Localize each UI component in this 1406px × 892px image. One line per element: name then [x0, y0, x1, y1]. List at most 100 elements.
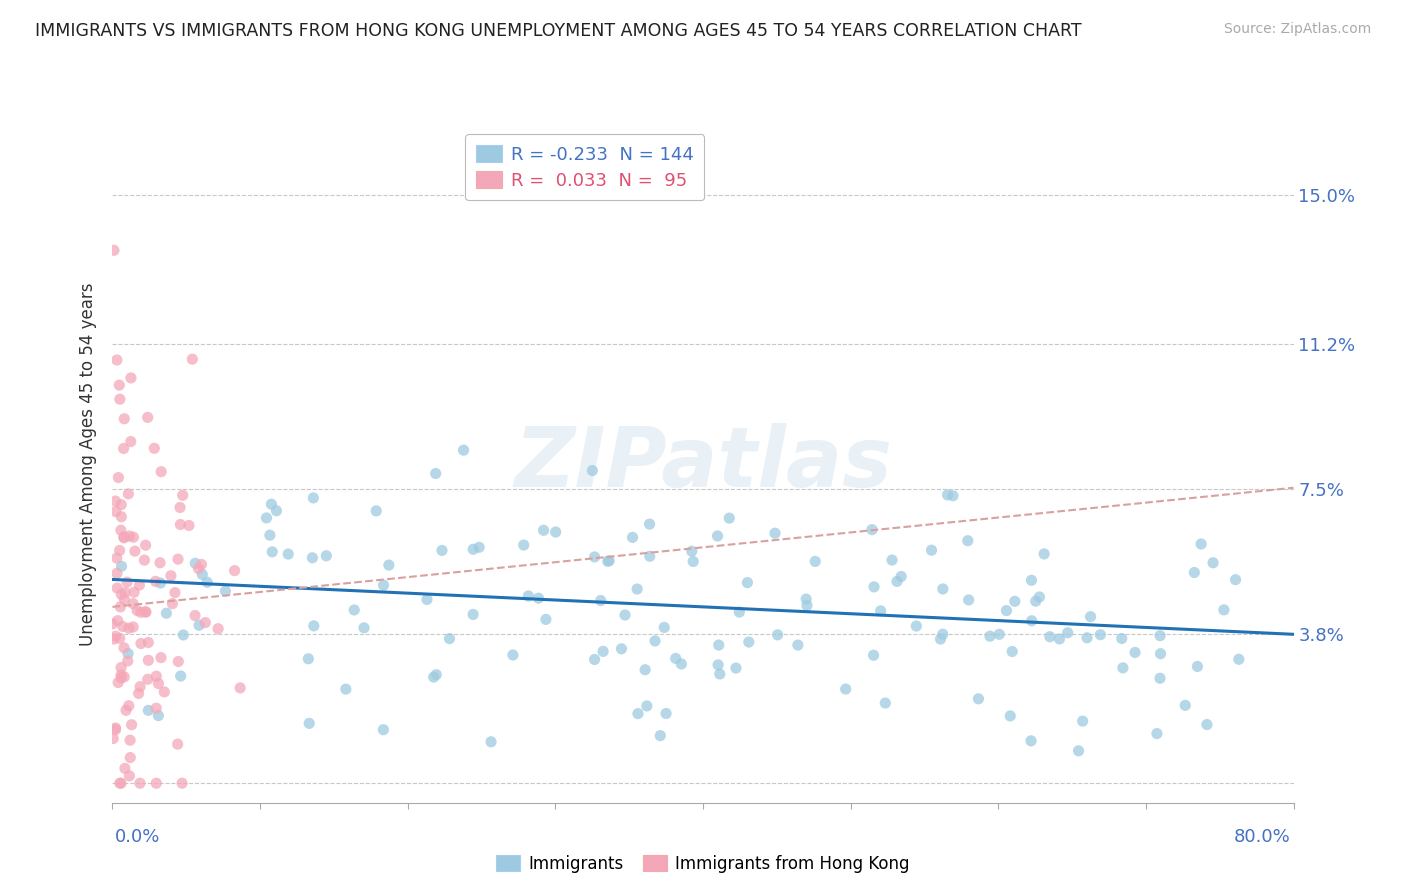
- Point: [862, 648, 884, 663]
- Point: [172, 628, 194, 642]
- Point: [942, 489, 965, 503]
- Point: [297, 652, 319, 666]
- Point: [1004, 594, 1026, 608]
- Point: [921, 543, 943, 558]
- Point: [886, 574, 908, 589]
- Point: [534, 612, 557, 626]
- Point: [1039, 630, 1062, 644]
- Point: [122, 530, 145, 544]
- Text: 80.0%: 80.0%: [1234, 828, 1291, 846]
- Point: [105, 353, 128, 368]
- Point: [1000, 709, 1022, 723]
- Point: [863, 580, 886, 594]
- Point: [592, 644, 614, 658]
- Point: [738, 635, 761, 649]
- Point: [138, 635, 160, 649]
- Point: [103, 244, 125, 258]
- Point: [262, 545, 284, 559]
- Point: [112, 531, 135, 545]
- Point: [936, 488, 959, 502]
- Point: [148, 676, 170, 690]
- Point: [737, 575, 759, 590]
- Point: [108, 378, 131, 392]
- Point: [104, 721, 127, 735]
- Point: [583, 549, 606, 564]
- Point: [117, 654, 139, 668]
- Point: [527, 591, 550, 606]
- Point: [114, 761, 136, 775]
- Point: [153, 685, 176, 699]
- Point: [1071, 714, 1094, 728]
- Point: [162, 597, 184, 611]
- Point: [110, 498, 132, 512]
- Point: [188, 618, 211, 632]
- Point: [988, 627, 1011, 641]
- Point: [681, 544, 703, 558]
- Point: [112, 442, 135, 456]
- Point: [766, 628, 789, 642]
- Point: [315, 549, 337, 563]
- Point: [1001, 644, 1024, 658]
- Point: [1225, 573, 1247, 587]
- Point: [707, 657, 730, 672]
- Point: [103, 632, 125, 646]
- Point: [1021, 614, 1043, 628]
- Point: [256, 511, 278, 525]
- Point: [117, 647, 139, 661]
- Point: [184, 556, 207, 570]
- Point: [1189, 537, 1212, 551]
- Point: [118, 698, 141, 713]
- Point: [1025, 594, 1047, 608]
- Point: [266, 504, 288, 518]
- Point: [108, 632, 131, 646]
- Point: [463, 542, 485, 557]
- Point: [302, 619, 325, 633]
- Point: [148, 708, 170, 723]
- Point: [143, 442, 166, 456]
- Point: [136, 673, 159, 687]
- Point: [533, 524, 555, 538]
- Point: [1049, 632, 1071, 646]
- Point: [149, 556, 172, 570]
- Point: [796, 599, 818, 613]
- Point: [104, 723, 127, 737]
- Point: [110, 776, 132, 790]
- Point: [191, 567, 214, 582]
- Point: [145, 701, 167, 715]
- Point: [167, 552, 190, 566]
- Point: [1146, 726, 1168, 740]
- Point: [598, 554, 620, 568]
- Point: [709, 667, 731, 681]
- Point: [129, 776, 152, 790]
- Point: [138, 703, 160, 717]
- Point: [224, 564, 246, 578]
- Point: [1182, 566, 1205, 580]
- Point: [120, 371, 142, 385]
- Point: [160, 568, 183, 582]
- Point: [794, 592, 817, 607]
- Point: [650, 729, 672, 743]
- Point: [636, 698, 658, 713]
- Point: [190, 558, 212, 572]
- Point: [260, 497, 283, 511]
- Point: [956, 533, 979, 548]
- Point: [110, 559, 132, 574]
- Point: [138, 653, 160, 667]
- Point: [177, 518, 200, 533]
- Point: [1111, 632, 1133, 646]
- Point: [129, 636, 152, 650]
- Point: [707, 638, 730, 652]
- Point: [1076, 631, 1098, 645]
- Point: [111, 619, 134, 633]
- Point: [112, 411, 135, 425]
- Point: [335, 682, 357, 697]
- Point: [118, 621, 141, 635]
- Point: [1028, 590, 1050, 604]
- Point: [1090, 628, 1112, 642]
- Point: [652, 620, 675, 634]
- Point: [979, 629, 1001, 643]
- Point: [135, 605, 157, 619]
- Point: [122, 597, 145, 611]
- Point: [682, 554, 704, 568]
- Point: [634, 663, 657, 677]
